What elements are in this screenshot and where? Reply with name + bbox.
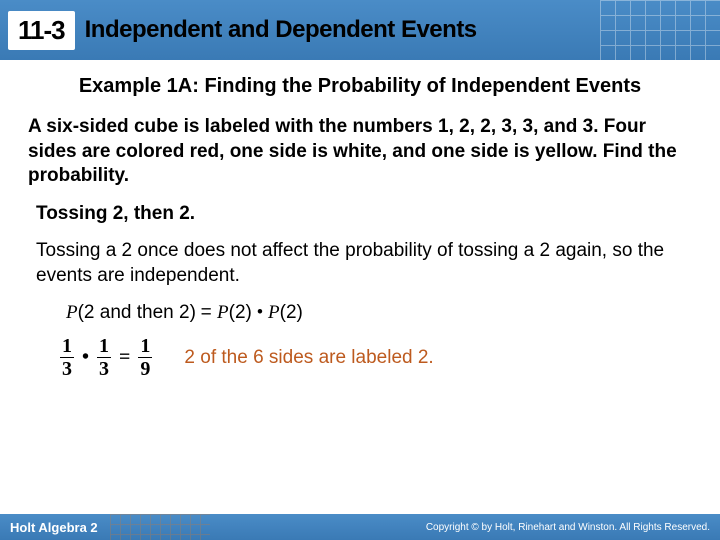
probability-formula: P(2 and then 2) = P(2) • P(2) xyxy=(66,302,692,324)
multiply-dot-icon: • xyxy=(82,346,89,369)
footer-copyright: Copyright © by Holt, Rinehart and Winsto… xyxy=(426,522,710,533)
slide-footer: Holt Algebra 2 Copyright © by Holt, Rine… xyxy=(0,514,720,540)
slide-header: 11-3 Independent and Dependent Events xyxy=(0,0,720,60)
slide-title: Independent and Dependent Events xyxy=(85,16,477,44)
section-number-badge: 11-3 xyxy=(8,11,75,50)
fraction-2: 1 3 xyxy=(97,336,111,379)
fraction-computation: 1 3 • 1 3 = 1 9 2 of the 6 sides are lab… xyxy=(60,336,692,379)
footer-grid-decoration xyxy=(110,514,210,540)
side-note: 2 of the 6 sides are labeled 2. xyxy=(184,347,433,369)
explanation-text: Tossing a 2 once does not affect the pro… xyxy=(36,239,692,288)
example-title: Example 1A: Finding the Probability of I… xyxy=(28,74,692,99)
fraction-1: 1 3 xyxy=(60,336,74,379)
fraction-result: 1 9 xyxy=(138,336,152,379)
subproblem-label: Tossing 2, then 2. xyxy=(36,203,692,225)
problem-statement: A six-sided cube is labeled with the num… xyxy=(28,115,692,189)
equals-sign: = xyxy=(119,346,130,369)
slide-content: Example 1A: Finding the Probability of I… xyxy=(0,60,720,379)
header-grid-decoration xyxy=(600,0,720,60)
footer-book-title: Holt Algebra 2 xyxy=(10,520,98,535)
